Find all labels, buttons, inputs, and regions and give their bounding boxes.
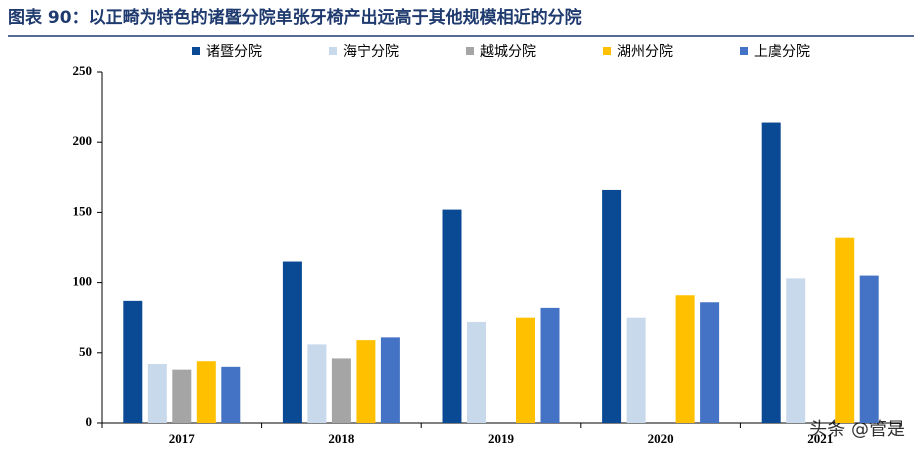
legend-label: 海宁分院: [343, 43, 399, 60]
bar: [356, 340, 376, 423]
bar: [786, 278, 806, 423]
legend-swatch: [603, 47, 611, 55]
y-tick-label: 250: [73, 63, 93, 78]
bar: [221, 366, 241, 423]
bar: [602, 189, 622, 423]
bar: [467, 321, 486, 423]
y-tick-label: 150: [73, 203, 93, 218]
bar: [859, 275, 879, 423]
bar: [700, 302, 720, 423]
y-tick-label: 100: [73, 274, 93, 289]
chart-title: 图表 90：以正畸为特色的诸暨分院单张牙椅产出远高于其他规模相近的分院: [8, 7, 582, 28]
bar: [835, 237, 855, 423]
bar: [675, 295, 695, 423]
legend-swatch: [740, 47, 748, 55]
watermark: 头条 @管是: [809, 419, 905, 440]
bar: [540, 307, 560, 423]
legend-swatch: [329, 47, 337, 55]
bar: [516, 317, 535, 423]
legend-swatch: [192, 47, 200, 55]
x-tick-label: 2017: [169, 431, 196, 446]
bar: [307, 344, 327, 423]
y-tick-label: 0: [86, 414, 93, 429]
bar: [626, 317, 646, 423]
bar: [380, 337, 400, 423]
y-tick-label: 200: [73, 133, 93, 148]
legend-label: 湖州分院: [617, 44, 673, 60]
bar: [282, 261, 302, 423]
x-tick-label: 2021: [807, 431, 833, 446]
bar: [172, 369, 192, 423]
legend-label: 越城分院: [480, 44, 536, 60]
bar: [761, 122, 781, 423]
bar: [123, 300, 143, 423]
legend-label: 上虞分院: [754, 44, 810, 60]
x-tick-label: 2018: [328, 431, 355, 446]
x-tick-label: 2020: [648, 431, 674, 446]
bar: [196, 361, 216, 423]
bar: [147, 364, 167, 423]
legend-swatch: [466, 47, 474, 55]
legend-label: 诸暨分院: [206, 44, 262, 60]
bar: [442, 209, 462, 423]
y-tick-label: 50: [79, 344, 92, 359]
x-tick-label: 2019: [488, 431, 515, 446]
bar: [331, 358, 351, 423]
